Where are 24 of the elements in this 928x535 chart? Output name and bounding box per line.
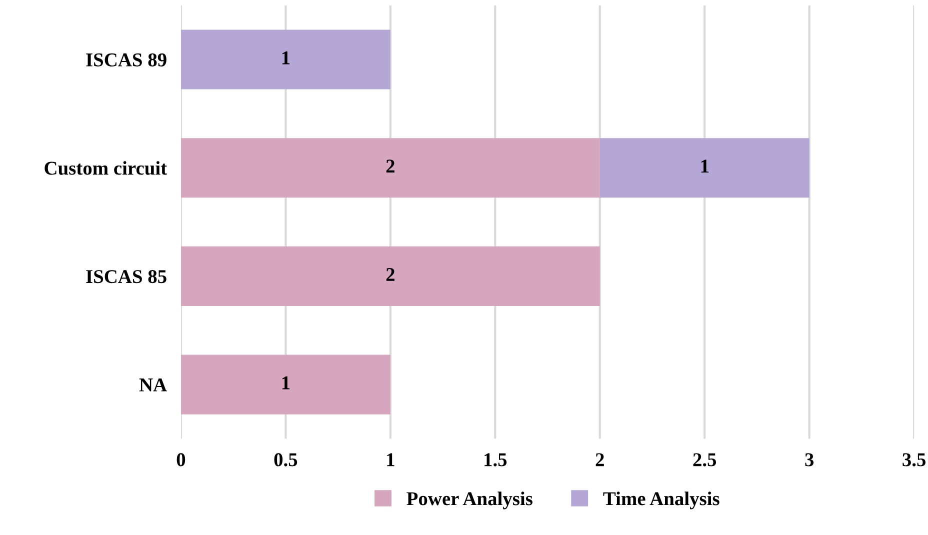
legend-label: Time Analysis [603, 492, 720, 510]
legend-label: Power Analysis [406, 492, 532, 510]
bar [180, 246, 600, 306]
y-tick-label: Custom circuit [44, 161, 167, 175]
bar [180, 138, 600, 198]
bar [180, 354, 390, 414]
data-label: 1 [282, 376, 290, 390]
x-tick-label: 1 [387, 453, 394, 466]
data-label: 2 [386, 160, 394, 173]
x-tick-label: 0.5 [274, 453, 298, 466]
data-label: 1 [282, 51, 290, 64]
x-tick-label: 0 [176, 453, 186, 466]
data-label: 1 [701, 160, 708, 173]
x-tick-label: 2.5 [693, 453, 716, 466]
y-tick-label: NA [139, 378, 167, 392]
data-label: 2 [386, 268, 394, 281]
x-tick-label: 2 [596, 453, 604, 466]
x-tick-label: 3 [805, 453, 814, 466]
bar [600, 138, 810, 198]
bar [180, 30, 390, 90]
x-tick-label: 1.5 [484, 453, 507, 466]
y-tick-label: ISCAS 85 [86, 270, 166, 284]
x-tick-label: 3.5 [902, 453, 926, 466]
y-tick-label: ISCAS 89 [86, 53, 166, 66]
